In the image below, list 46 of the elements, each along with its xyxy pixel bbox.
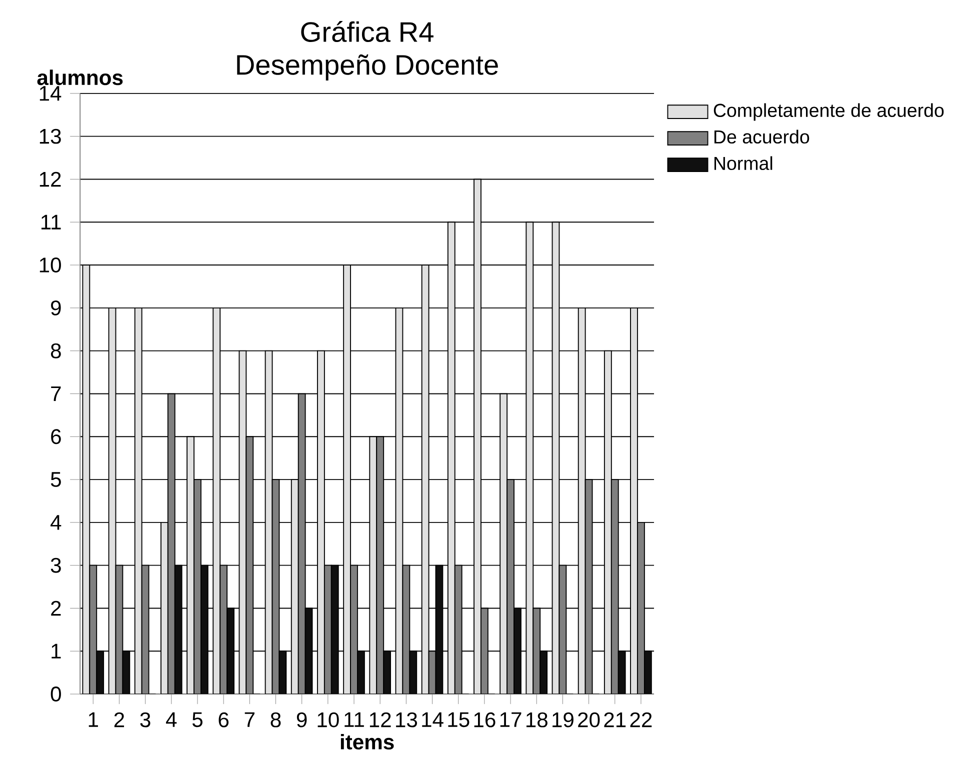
y-tick-label: 5 <box>50 472 61 488</box>
x-tick-label: 1 <box>88 712 98 727</box>
x-tick-label: 9 <box>296 712 307 728</box>
y-tick-label: 3 <box>50 558 61 573</box>
x-tick-label: 19 <box>552 712 574 728</box>
y-tick-label: 10 <box>40 258 61 273</box>
y-tick-label: 4 <box>50 515 62 530</box>
y-axis-title: alumnos <box>37 70 123 86</box>
x-tick-label: 15 <box>448 712 470 728</box>
x-tick-label: 5 <box>192 712 202 728</box>
legend-label: De acuerdo <box>714 130 810 144</box>
chart-subtitle: Desempeño Docente <box>237 54 498 81</box>
x-tick-label: 16 <box>474 712 496 728</box>
y-tick-label: 13 <box>40 128 61 144</box>
y-tick-label: 9 <box>51 300 61 316</box>
y-tick-label: 6 <box>51 429 61 444</box>
legend-label: Completamente de acuerdo <box>714 103 944 121</box>
y-tick-label: 14 <box>40 86 62 101</box>
x-tick-label: 7 <box>244 712 254 727</box>
x-tick-label: 4 <box>166 712 177 727</box>
x-tick-label: 22 <box>630 712 652 728</box>
y-tick-label: 1 <box>52 644 61 658</box>
y-tick-label: 0 <box>50 686 61 702</box>
bar <box>552 222 560 694</box>
x-tick-label: 6 <box>218 712 229 728</box>
x-tick-label: 2 <box>114 712 124 728</box>
x-tick-label: 20 <box>578 712 600 728</box>
y-tick-label: 7 <box>51 386 61 402</box>
y-tick-label: 11 <box>41 214 61 230</box>
x-tick-label: 18 <box>526 712 548 728</box>
x-tick-label: 21 <box>604 712 626 728</box>
y-tick-label: 2 <box>51 600 61 616</box>
x-tick-label: 12 <box>370 712 391 728</box>
y-tick-label: 8 <box>50 343 61 358</box>
x-axis-title: items <box>340 734 394 750</box>
x-tick-label: 14 <box>422 712 444 727</box>
x-tick-label: 13 <box>396 712 417 728</box>
x-tick-label: 10 <box>318 712 339 728</box>
x-tick-label: 3 <box>140 712 150 728</box>
x-tick-label: 17 <box>500 712 522 727</box>
bar <box>108 308 116 694</box>
x-tick-label: 11 <box>344 712 364 727</box>
chart-title: Gráfica R4 <box>301 21 434 42</box>
x-tick-label: 8 <box>270 712 281 728</box>
legend-label: Normal <box>714 156 772 170</box>
y-tick-label: 12 <box>40 172 61 187</box>
